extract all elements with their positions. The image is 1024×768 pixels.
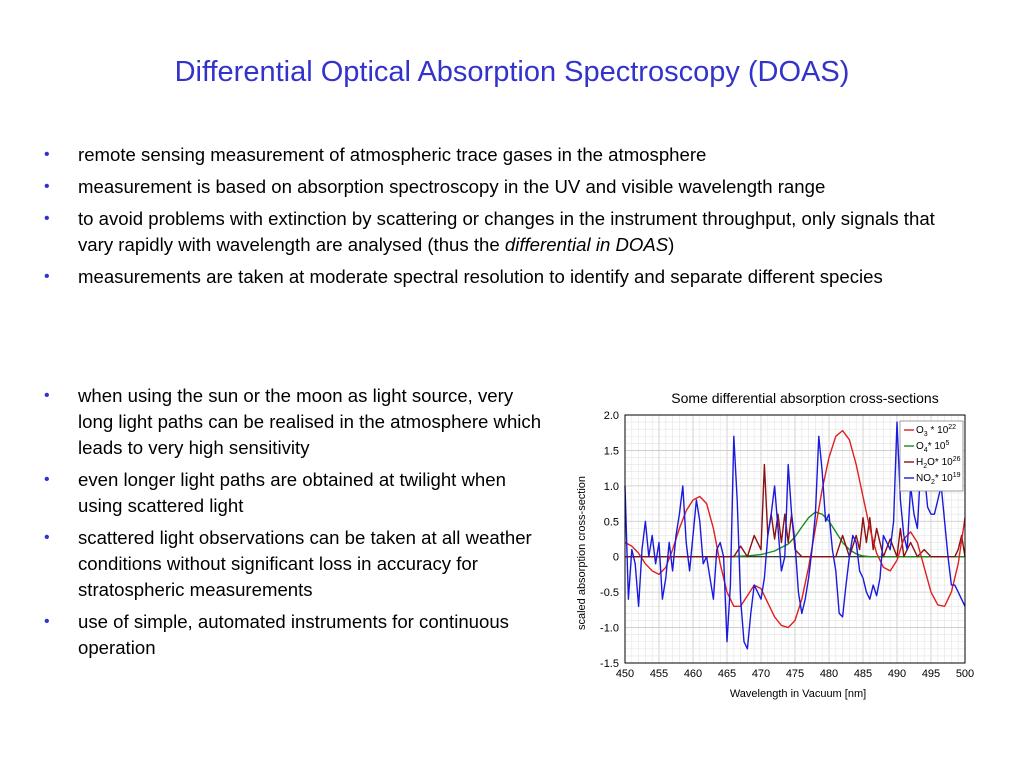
chart-x-axis-label: Wavelength in Vacuum [nm] xyxy=(730,688,866,700)
bullet-item: • remote sensing measurement of atmospher… xyxy=(44,142,974,168)
bullet-dot-icon: • xyxy=(44,146,50,163)
bullet-emphasis: differential in DOAS xyxy=(504,234,669,255)
x-tick-label: 460 xyxy=(684,668,702,680)
bullet-dot-icon: • xyxy=(44,268,50,285)
chart-series-group xyxy=(624,421,966,650)
bullet-dot-icon: • xyxy=(44,178,50,195)
bullet-item: • when using the sun or the moon as light… xyxy=(44,383,544,461)
y-tick-label: 1.5 xyxy=(604,445,619,457)
bullet-item: • even longer light paths are obtained at… xyxy=(44,467,544,519)
legend-box xyxy=(899,420,964,492)
bullet-text: use of simple, automated instruments for… xyxy=(78,611,509,658)
y-tick-label: 2.0 xyxy=(604,410,619,422)
bullet-list-left: • when using the sun or the moon as light… xyxy=(44,383,544,667)
legend-label-o3: O3 * 1022 xyxy=(916,424,956,438)
bullet-dot-icon: • xyxy=(44,387,50,404)
bullet-item: • use of simple, automated instruments fo… xyxy=(44,609,544,661)
bullet-text: measurement is based on absorption spect… xyxy=(78,176,826,197)
y-tick-label: -0.5 xyxy=(600,587,619,599)
y-tick-label: 1.0 xyxy=(604,481,619,493)
y-tick-label: -1.5 xyxy=(600,658,619,670)
series-line-no2 xyxy=(624,421,966,650)
y-tick-label: -1.0 xyxy=(600,623,619,635)
y-tick-label: 0.5 xyxy=(604,516,619,528)
bullet-dot-icon: • xyxy=(44,613,50,630)
bullet-text: to avoid problems with extinction by sca… xyxy=(78,208,935,255)
bullet-text: remote sensing measurement of atmospheri… xyxy=(78,144,707,165)
x-tick-label: 465 xyxy=(718,668,736,680)
bullet-text: even longer light paths are obtained at … xyxy=(78,469,506,516)
bullet-text: when using the sun or the moon as light … xyxy=(78,385,542,458)
bullet-item: • to avoid problems with extinction by sc… xyxy=(44,206,974,258)
chart-y-axis-label: scaled absorption cross-section xyxy=(576,476,588,630)
legend-label-no2: NO2* 1019 xyxy=(916,472,961,486)
x-tick-label: 475 xyxy=(786,668,804,680)
bullet-item: • measurements are taken at moderate spec… xyxy=(44,264,974,290)
bullet-text: scattered light observations can be take… xyxy=(78,527,532,600)
slide-title: Differential Optical Absorption Spectros… xyxy=(174,56,850,88)
x-tick-label: 480 xyxy=(820,668,838,680)
chart-title: Some differential absorption cross-secti… xyxy=(671,390,938,406)
chart-frame xyxy=(624,414,966,664)
x-tick-label: 455 xyxy=(650,668,668,680)
x-tick-label: 450 xyxy=(616,668,634,680)
y-tick-label: 0 xyxy=(613,552,619,564)
legend-label-h2o: H2O* 1026 xyxy=(916,456,961,470)
bullet-text: measurements are taken at moderate spect… xyxy=(78,266,883,287)
x-tick-label: 490 xyxy=(888,668,906,680)
x-tick-label: 500 xyxy=(956,668,974,680)
bullet-dot-icon: • xyxy=(44,210,50,227)
x-tick-label: 485 xyxy=(854,668,872,680)
bullet-item: • scattered light observations can be tak… xyxy=(44,525,544,603)
chart-legend: O3 * 1022 O4* 105 H2O* 1026 NO2* 1019 xyxy=(899,420,964,492)
chart-svg: Some differential absorption cross-secti… xyxy=(576,390,974,700)
bullet-dot-icon: • xyxy=(44,529,50,546)
bullet-tail: ) xyxy=(668,234,675,255)
chart-ticks: 450 455 460 465 470 475 480 485 490 495 500 2.0 1.5 1… xyxy=(600,410,974,680)
legend-label-o4: O4* 105 xyxy=(916,440,949,454)
x-tick-label: 470 xyxy=(752,668,770,680)
cross-section-chart: Some differential absorption cross-secti… xyxy=(560,385,990,705)
bullet-dot-icon: • xyxy=(44,471,50,488)
x-tick-label: 495 xyxy=(922,668,940,680)
bullet-item: • measurement is based on absorption spec… xyxy=(44,174,974,200)
bullet-list-top: • remote sensing measurement of atmospher… xyxy=(44,142,974,296)
